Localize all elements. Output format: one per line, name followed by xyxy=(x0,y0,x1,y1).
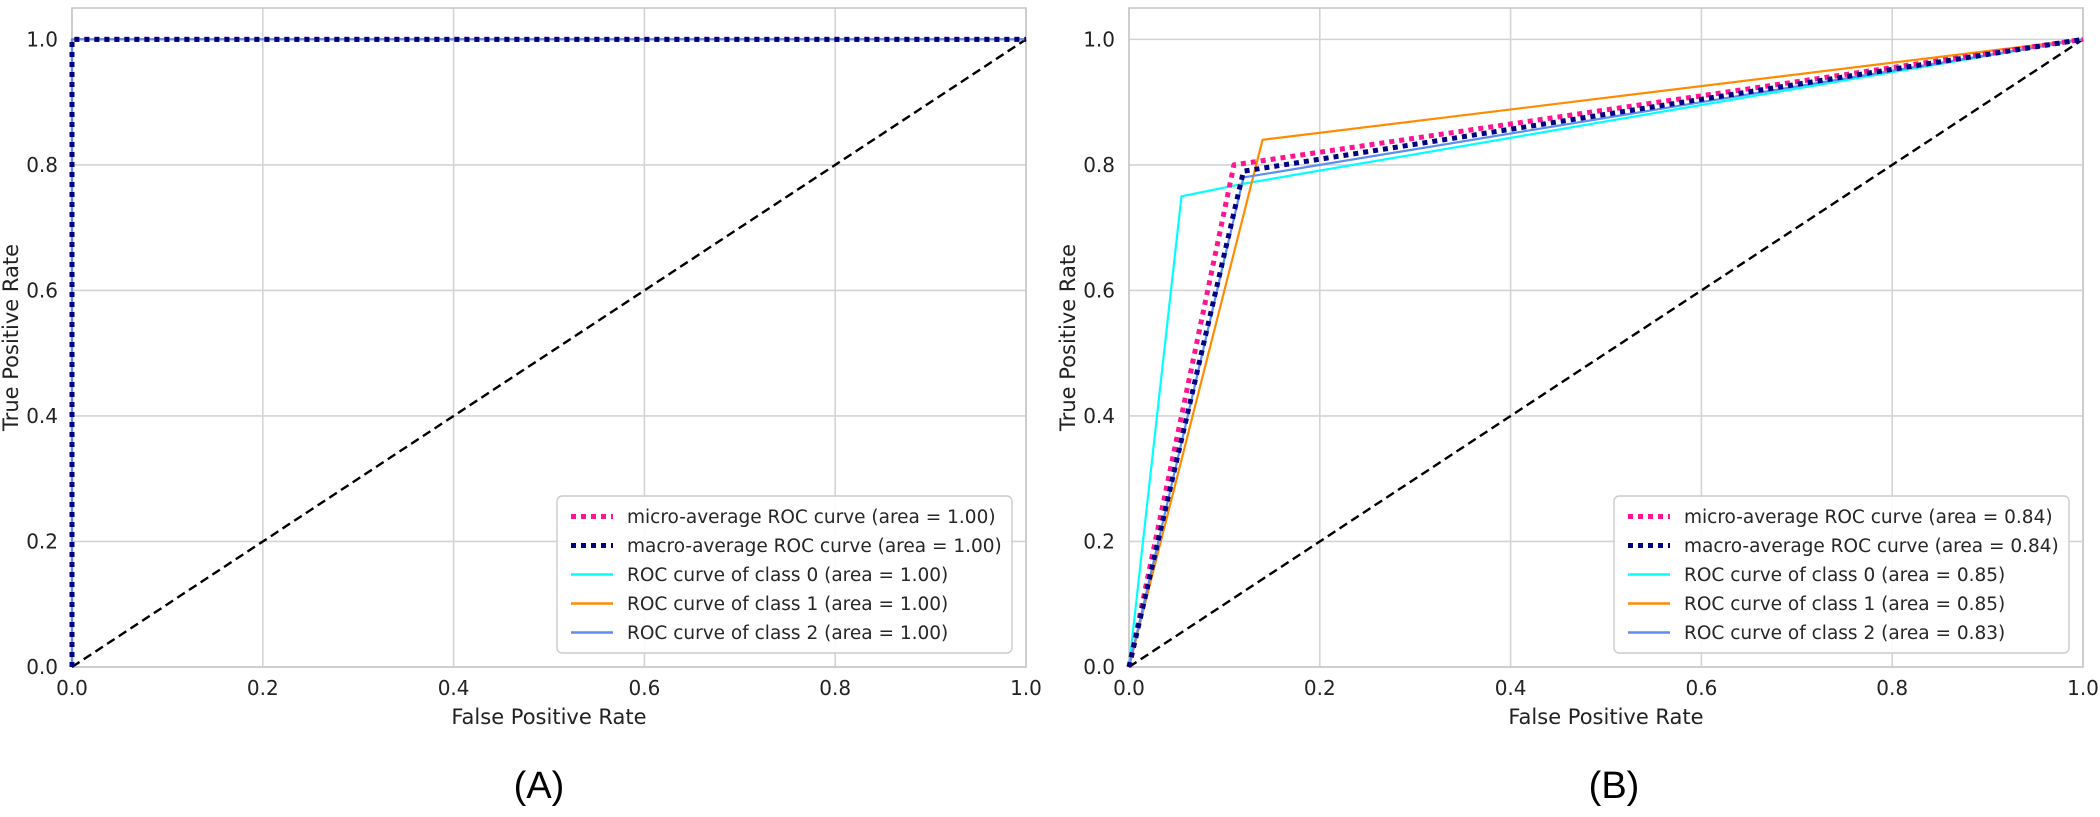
legend-entry-label: macro-average ROC curve (area = 1.00) xyxy=(627,536,1002,557)
y-tick-label: 0.8 xyxy=(1083,153,1115,177)
x-tick-label: 0.0 xyxy=(1113,676,1145,700)
y-tick-label: 0.0 xyxy=(26,655,58,679)
legend-entry-label: ROC curve of class 0 (area = 1.00) xyxy=(627,565,948,586)
roc-series-line-micro xyxy=(1126,36,2084,668)
y-tick-label: 1.0 xyxy=(1083,27,1115,51)
roc-series-line-macro xyxy=(69,36,1026,667)
x-tick-label: 0.6 xyxy=(628,676,660,700)
legend-entry-label: micro-average ROC curve (area = 0.84) xyxy=(1684,507,2053,528)
x-tick-label: 0.2 xyxy=(247,676,279,700)
x-axis-label: False Positive Rate xyxy=(451,705,646,729)
y-tick-label: 0.2 xyxy=(1083,529,1115,553)
legend-entry-label: micro-average ROC curve (area = 1.00) xyxy=(627,507,996,528)
roc-series-line-class1 xyxy=(1127,38,2084,668)
y-axis-label: True Positive Rate xyxy=(1056,244,1080,432)
y-tick-label: 0.8 xyxy=(26,153,58,177)
legend: micro-average ROC curve (area = 1.00) mac… xyxy=(556,495,1013,654)
legend-entry-label: macro-average ROC curve (area = 0.84) xyxy=(1684,536,2059,557)
legend-entry-label: ROC curve of class 1 (area = 0.85) xyxy=(1684,594,2005,615)
x-tick-label: 1.0 xyxy=(2067,676,2099,700)
x-tick-label: 1.0 xyxy=(1010,676,1042,700)
legend-box xyxy=(556,495,1013,654)
panel-label: (B) xyxy=(1589,765,1640,807)
x-tick-label: 0.2 xyxy=(1304,676,1336,700)
x-tick-label: 0.4 xyxy=(438,676,470,700)
x-axis-label: False Positive Rate xyxy=(1508,705,1703,729)
legend-entry-label: ROC curve of class 0 (area = 0.85) xyxy=(1684,565,2005,586)
legend-box xyxy=(1613,495,2070,654)
y-tick-label: 0.4 xyxy=(1083,404,1115,428)
y-tick-label: 0.6 xyxy=(1083,278,1115,302)
plot-frame xyxy=(1128,7,2084,668)
roc-panel-b: 0.0 0.2 0.4 0.6 0.8 1.0 0.0 0.2 0.4 0.6 0.8 1.0 Fals… xyxy=(1056,7,2099,807)
legend-entry-label: ROC curve of class 1 (area = 1.00) xyxy=(627,594,948,615)
y-tick-label: 0.6 xyxy=(26,278,58,302)
roc-panel-a: 0.0 0.2 0.4 0.6 0.8 1.0 0.0 0.2 0.4 0.6 0.8 1.0 Fals… xyxy=(0,7,1042,807)
y-tick-label: 0.0 xyxy=(1083,655,1115,679)
y-tick-label: 1.0 xyxy=(26,27,58,51)
y-tick-label: 0.4 xyxy=(26,404,58,428)
y-tick-label: 0.2 xyxy=(26,529,58,553)
x-tick-label: 0.0 xyxy=(56,676,88,700)
legend-entry-label: ROC curve of class 2 (area = 1.00) xyxy=(627,623,948,644)
y-axis-label: True Positive Rate xyxy=(0,244,23,432)
legend: micro-average ROC curve (area = 0.84) mac… xyxy=(1613,495,2070,654)
panel-label: (A) xyxy=(514,765,565,807)
x-tick-label: 0.8 xyxy=(819,676,851,700)
legend-entry-label: ROC curve of class 2 (area = 0.83) xyxy=(1684,623,2005,644)
x-tick-label: 0.4 xyxy=(1495,676,1527,700)
roc-series-line-class0 xyxy=(1127,38,2084,668)
x-tick-label: 0.6 xyxy=(1685,676,1717,700)
x-tick-label: 0.8 xyxy=(1876,676,1908,700)
chance-diagonal-line xyxy=(71,38,1027,669)
chance-diagonal-line xyxy=(1128,38,2084,669)
